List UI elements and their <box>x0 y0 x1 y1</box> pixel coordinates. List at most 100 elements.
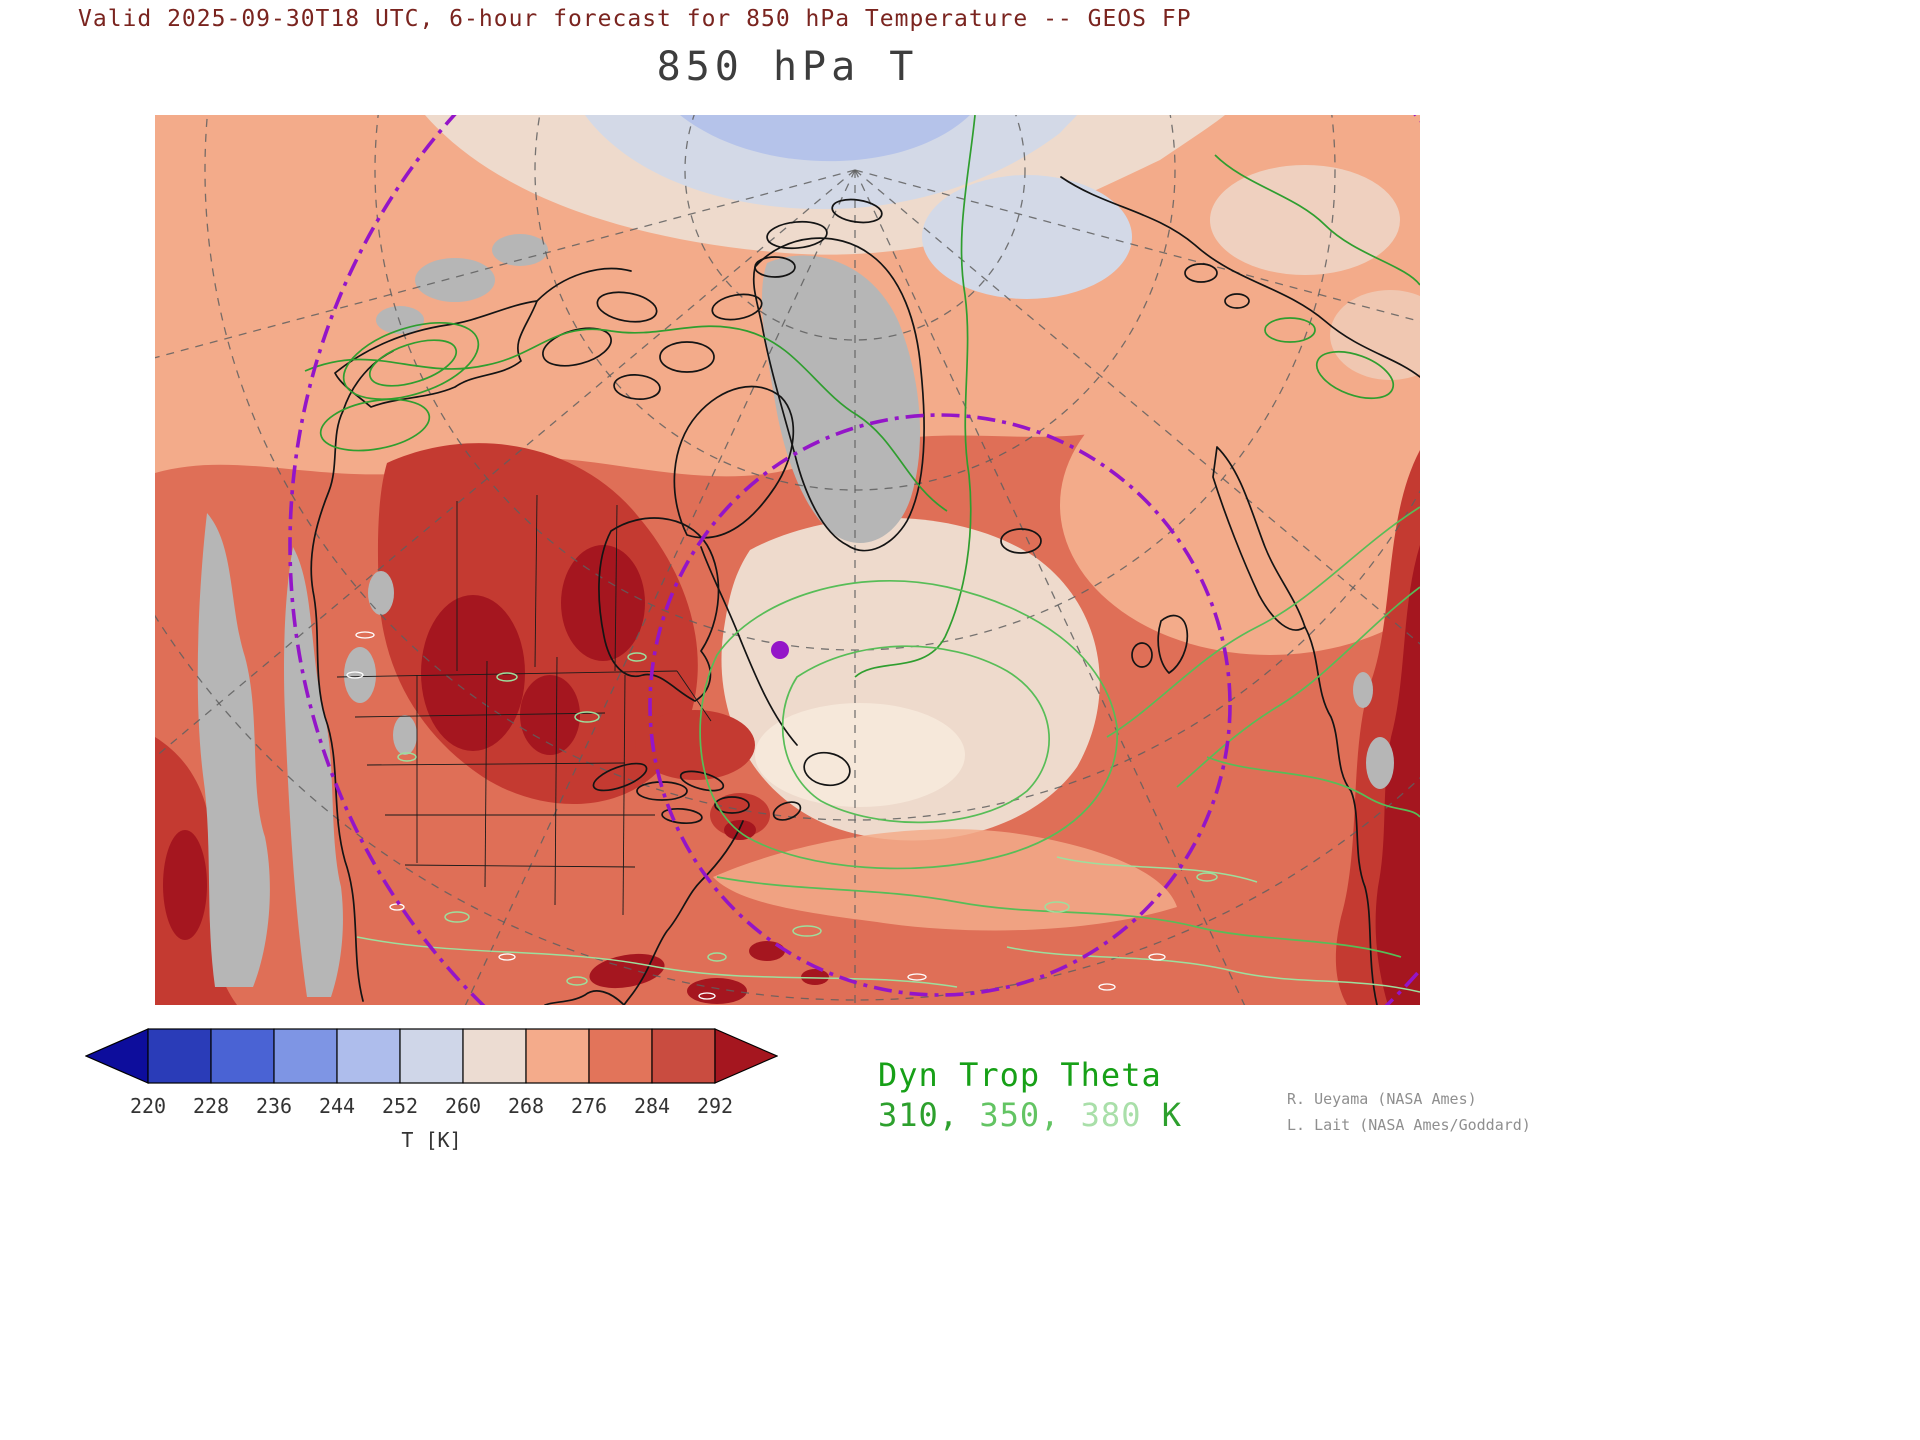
meridian <box>155 169 856 359</box>
page-title: 850 hPa T <box>656 44 919 90</box>
nova-scotia <box>772 801 802 821</box>
white-speckle <box>907 973 927 981</box>
site-marker-dot <box>771 641 789 659</box>
temp-fill-region <box>922 175 1132 299</box>
terrain-gray-patch <box>1366 737 1394 789</box>
theta-speckle <box>496 672 518 682</box>
colorbar-scale <box>84 1028 779 1084</box>
white-speckle <box>1098 983 1116 991</box>
theta-contour-legend-title: Dyn Trop Theta <box>878 1056 1162 1094</box>
arctic-island <box>711 293 763 321</box>
great-britain <box>1157 614 1189 674</box>
arctic-island <box>659 341 715 373</box>
border-line <box>676 670 712 722</box>
theta-350-contour <box>1106 506 1420 738</box>
arctic-island <box>831 198 883 224</box>
border-line <box>614 504 618 672</box>
credit-line-1: R. Ueyama (NASA Ames) <box>1287 1090 1477 1108</box>
border-line <box>554 656 558 906</box>
meridian <box>464 169 856 1005</box>
colorbar-cell <box>210 1028 275 1084</box>
credit-line-2: L. Lait (NASA Ames/Goddard) <box>1287 1116 1531 1134</box>
hot-spot <box>724 820 756 840</box>
colorbar-tick: 284 <box>633 1094 671 1118</box>
temp-fill-south-light-band <box>713 829 1177 931</box>
theta-350-contour <box>1206 756 1420 818</box>
border-line <box>336 670 678 678</box>
theta-values: 310, 350, 380 K <box>878 1096 1182 1134</box>
arctic-island <box>596 291 658 323</box>
hot-spot <box>589 953 665 989</box>
theta-value: 310, <box>878 1096 980 1134</box>
border-line <box>366 762 626 766</box>
colorbar-tick: 220 <box>129 1094 167 1118</box>
theta-speckle <box>1196 872 1218 882</box>
hot-core <box>561 545 645 661</box>
hot-core <box>163 830 207 940</box>
border-line <box>354 712 606 718</box>
theta-contour-layer <box>304 115 1420 1000</box>
colorbar-tick: 260 <box>444 1094 482 1118</box>
valid-time-header: Valid 2025-09-30T18 UTC, 6-hour forecast… <box>78 6 1192 32</box>
theta-380-contour <box>1056 856 1258 883</box>
colorbar-cell <box>336 1028 401 1084</box>
colorbar-cell <box>273 1028 338 1084</box>
terrain-gray-patch <box>368 571 394 615</box>
hot-spot <box>801 969 829 985</box>
white-speckle <box>1148 953 1166 961</box>
colorbar: 220 228 236 244 252 260 268 276 284 292 … <box>84 1028 779 1152</box>
hot-anomaly <box>710 793 770 837</box>
colorbar-ticks: 220 228 236 244 252 260 268 276 284 292 <box>85 1094 778 1124</box>
great-lake <box>679 770 725 792</box>
colorbar-cell <box>651 1028 716 1084</box>
hot-spot <box>687 978 747 1004</box>
theta-310-loop <box>1264 317 1316 343</box>
theta-380-contour <box>356 936 958 988</box>
white-speckle <box>355 631 375 639</box>
border-line <box>484 660 488 888</box>
theta-speckle <box>627 652 647 662</box>
temp-fill-palest-core <box>755 703 965 807</box>
hot-core <box>520 675 580 755</box>
meridian <box>854 169 1420 323</box>
coastline-east-us <box>623 820 744 1005</box>
colorbar-tick: 292 <box>696 1094 734 1118</box>
great-lake <box>592 762 648 792</box>
theta-speckle <box>566 976 588 986</box>
theta-speckle <box>792 925 822 937</box>
theta-value: K <box>1161 1096 1182 1134</box>
coastline-bering <box>536 267 632 302</box>
coastline-west-na <box>310 350 394 1002</box>
coastline-layer <box>310 176 1420 1005</box>
temp-fill-region <box>1060 355 1420 655</box>
arctic-island <box>613 374 661 400</box>
border-line <box>534 494 538 668</box>
colorbar-tick: 244 <box>318 1094 356 1118</box>
theta-350-contour <box>699 580 1119 870</box>
border-line <box>404 864 636 868</box>
theta-350-contour <box>716 876 1402 958</box>
terrain-gray-patch <box>344 647 376 703</box>
credits: R. Ueyama (NASA Ames) L. Lait (NASA Ames… <box>1287 1086 1531 1138</box>
map-panel <box>155 115 1420 1005</box>
temp-fill-coldest <box>680 115 970 162</box>
meridian <box>155 169 856 758</box>
white-speckle <box>498 953 516 961</box>
theta-value: 380 <box>1080 1096 1162 1134</box>
colorbar-unit-label: T [K] <box>401 1128 462 1152</box>
arctic-island <box>766 220 828 250</box>
border-line <box>622 674 626 916</box>
coastline-greenland <box>752 237 925 552</box>
hot-core-east <box>1375 545 1420 1005</box>
coastline-europe <box>1304 626 1378 1005</box>
colorbar-tick: 228 <box>192 1094 230 1118</box>
svalbard <box>1224 293 1250 309</box>
hot-core <box>421 595 525 751</box>
terrain-gray-patch <box>393 715 417 755</box>
terrain-gray-patch <box>1353 672 1373 708</box>
hot-anomaly <box>635 710 755 780</box>
coastline-labrador <box>700 546 798 746</box>
coastline-siberia <box>1060 176 1420 378</box>
colorbar-tick: 268 <box>507 1094 545 1118</box>
theta-310-loop <box>319 398 431 452</box>
